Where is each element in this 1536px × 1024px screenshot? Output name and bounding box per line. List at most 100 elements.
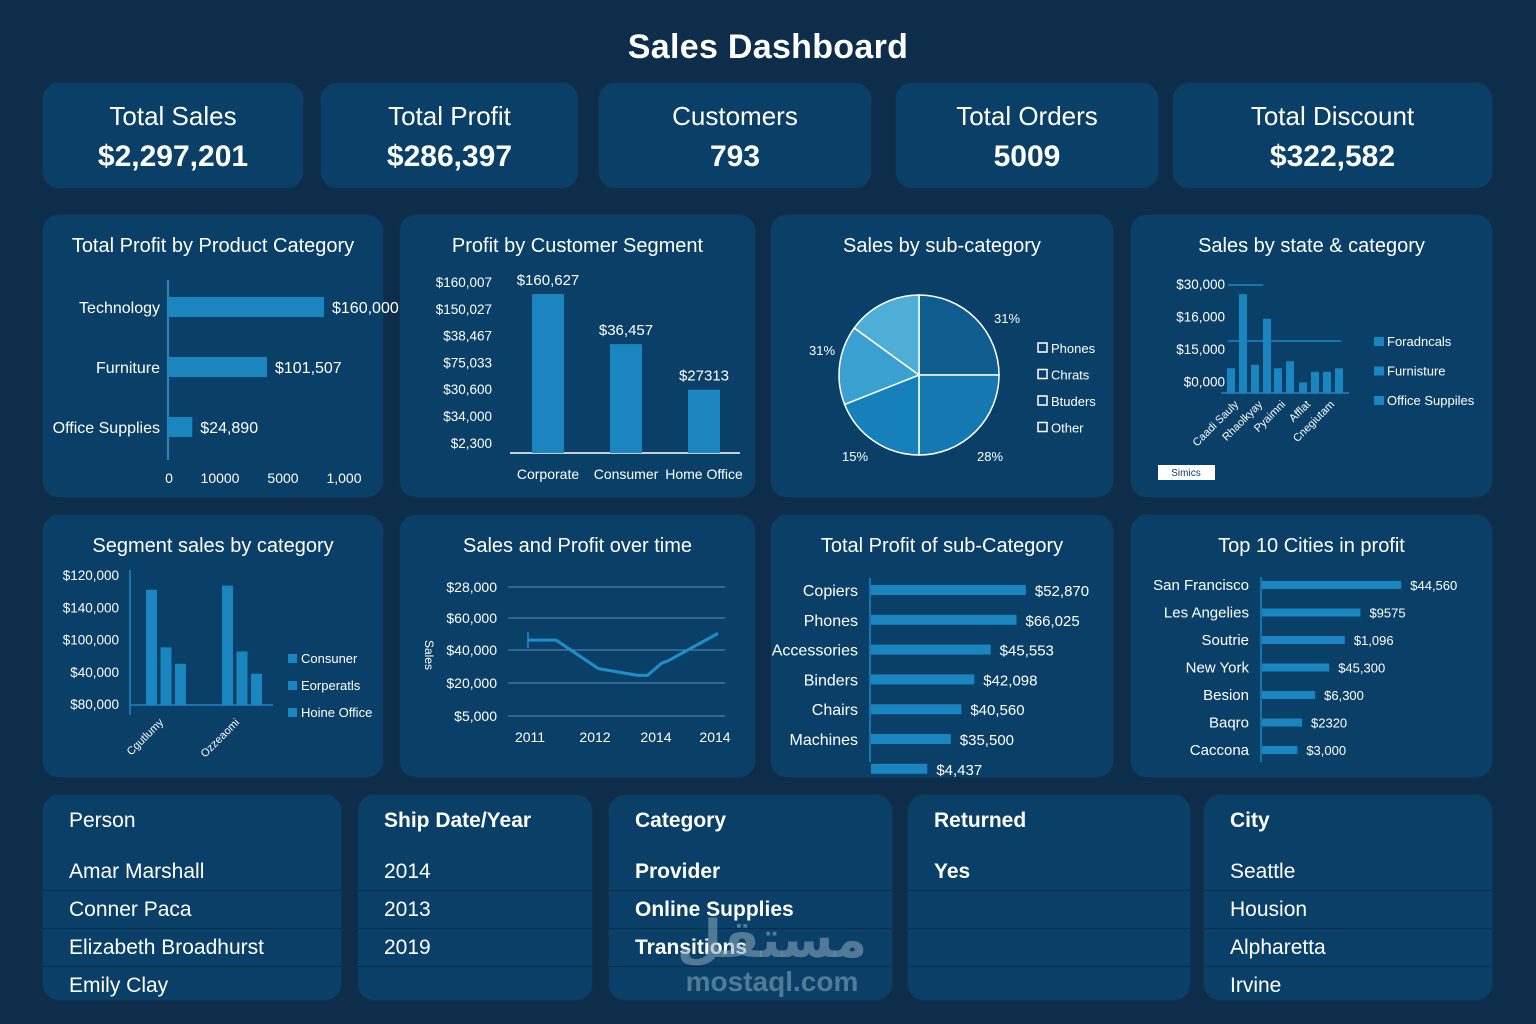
pie-slice [918,374,1000,456]
filter-item[interactable]: Seattle [1204,853,1492,891]
kpi-value: $286,397 [386,140,513,173]
y-tick-label: $0,000 [1184,375,1225,390]
filter-item[interactable]: Housion [1204,891,1492,929]
pie-slice [838,326,921,406]
filter-item [908,891,1190,929]
bar [871,674,975,685]
y-tick-label: $34,000 [443,409,492,424]
x-tick-label: 2014 [640,729,671,745]
y-tick-label: $16,000 [1176,310,1225,325]
filter-item[interactable]: 2019 [358,929,592,967]
panel-title: Sales and Profit over time [463,535,692,557]
legend-label: Eorperatls [301,678,361,693]
filter-item[interactable]: Online Supplies [609,891,892,929]
y-tick-label: $150,027 [436,302,492,317]
bar [1239,294,1247,393]
legend-label: Chrats [1051,368,1090,383]
chart-segment-sales-by-category: $120,000 $140,000 $100,000 $40,000 $80,000 Cg… [63,568,373,760]
y-tick-label: $60,000 [446,610,497,626]
bar [871,763,928,774]
filter-header: Ship Date/Year [384,809,532,832]
value-label: $160,627 [517,272,580,289]
filter-item[interactable]: Alpharetta [1204,929,1492,967]
category-label: Chairs [812,702,858,719]
filter-returned: Returned Yes [908,795,1190,1000]
legend-swatch [1374,337,1384,346]
x-tick-label: Cgutlumy [125,716,167,758]
series-line [528,632,719,677]
filter-item [908,967,1190,1000]
kpi-label: Customers [672,101,798,131]
bar [168,357,267,377]
filter-item[interactable]: Emily Clay [43,967,341,1000]
kpi-total-discount: Total Discount $322,582 [1173,83,1492,188]
bar [1262,746,1298,754]
bar [175,663,186,705]
legend-swatch [1037,421,1048,433]
panel-profit-by-segment: Profit by Customer Segment $160,007 $150,… [400,215,755,497]
filter-item [908,929,1190,967]
value-label: $3,000 [1306,743,1346,758]
x-tick-label: 5000 [267,470,298,486]
bar [1311,371,1319,393]
bar [146,589,157,705]
bar [251,673,262,705]
panel-title: Sales by state & category [1198,235,1425,257]
filter-category: Category Provider Online Supplies Transitio… [609,795,892,1000]
panel-segment-sales-by-category: Segment sales by category $120,000 $140,0… [43,515,383,777]
panel-title: Total Profit by Product Category [71,235,355,257]
kpi-label: Total Orders [956,101,1098,131]
bar [168,417,193,437]
filter-item[interactable]: 2014 [358,853,592,891]
bar [1262,663,1330,672]
panel-profit-by-category: Total Profit by Product Category Technol… [43,215,399,497]
filter-item[interactable]: Yes [908,853,1190,891]
filter-header: Returned [934,809,1027,832]
kpi-value: 793 [709,140,761,173]
bar [871,644,991,655]
kpi-label: Total Discount [1250,101,1415,131]
bar [236,651,248,705]
y-axis-label: Sales [422,640,436,670]
y-tick-label: $40,000 [70,665,119,680]
bar [532,293,564,453]
panel-title: Profit by Customer Segment [451,235,704,257]
bar [1262,691,1316,699]
panel-sales-by-subcategory: Sales by sub-category 31% 28% 15% 31% Phones… [771,215,1113,497]
legend-label: Other [1051,421,1084,436]
simics-button [1158,465,1215,480]
filter-item [358,967,592,1000]
filter-item[interactable]: Conner Paca [43,891,341,929]
filter-item[interactable]: Elizabeth Broadhurst [43,929,341,967]
bar [871,734,951,744]
kpi-customers: Customers 793 [599,83,871,188]
category-label: Phones [804,613,858,630]
filter-item[interactable]: Transitions [609,929,892,967]
pct-label: 15% [842,449,868,464]
bar [1335,368,1343,393]
pie-slice [843,373,920,456]
value-label: $24,890 [200,420,258,437]
filter-item[interactable]: Amar Marshall [43,853,341,891]
panel-title: Total Profit of sub-Category [820,535,1064,557]
bar [610,344,642,453]
legend-label: Phones [1051,341,1096,356]
panel-sales-profit-over-time: Sales and Profit over time $28,000 $60,00… [400,515,755,777]
y-tick-label: $38,467 [443,329,492,344]
bar [1227,368,1235,393]
chart-profit-by-subcategory: Copiers $52,870 Phones $66,025 Accessories $4… [772,578,1089,779]
filter-item[interactable]: 2013 [358,891,592,929]
y-tick-label: $40,000 [446,642,497,658]
panel-top-cities-profit: Top 10 Cities in profit San Francisco $44… [1131,515,1492,777]
bar [1262,608,1361,617]
filter-item[interactable]: Irvine [1204,967,1492,1000]
legend-swatch [288,654,297,663]
bar [1323,371,1331,393]
bar [688,389,720,453]
bar [160,647,172,705]
legend-swatch [1037,342,1048,353]
legend-label: Hoine Office [301,705,372,720]
kpi-total-sales: Total Sales $2,297,201 [43,83,303,188]
filter-item[interactable]: Provider [609,853,892,891]
